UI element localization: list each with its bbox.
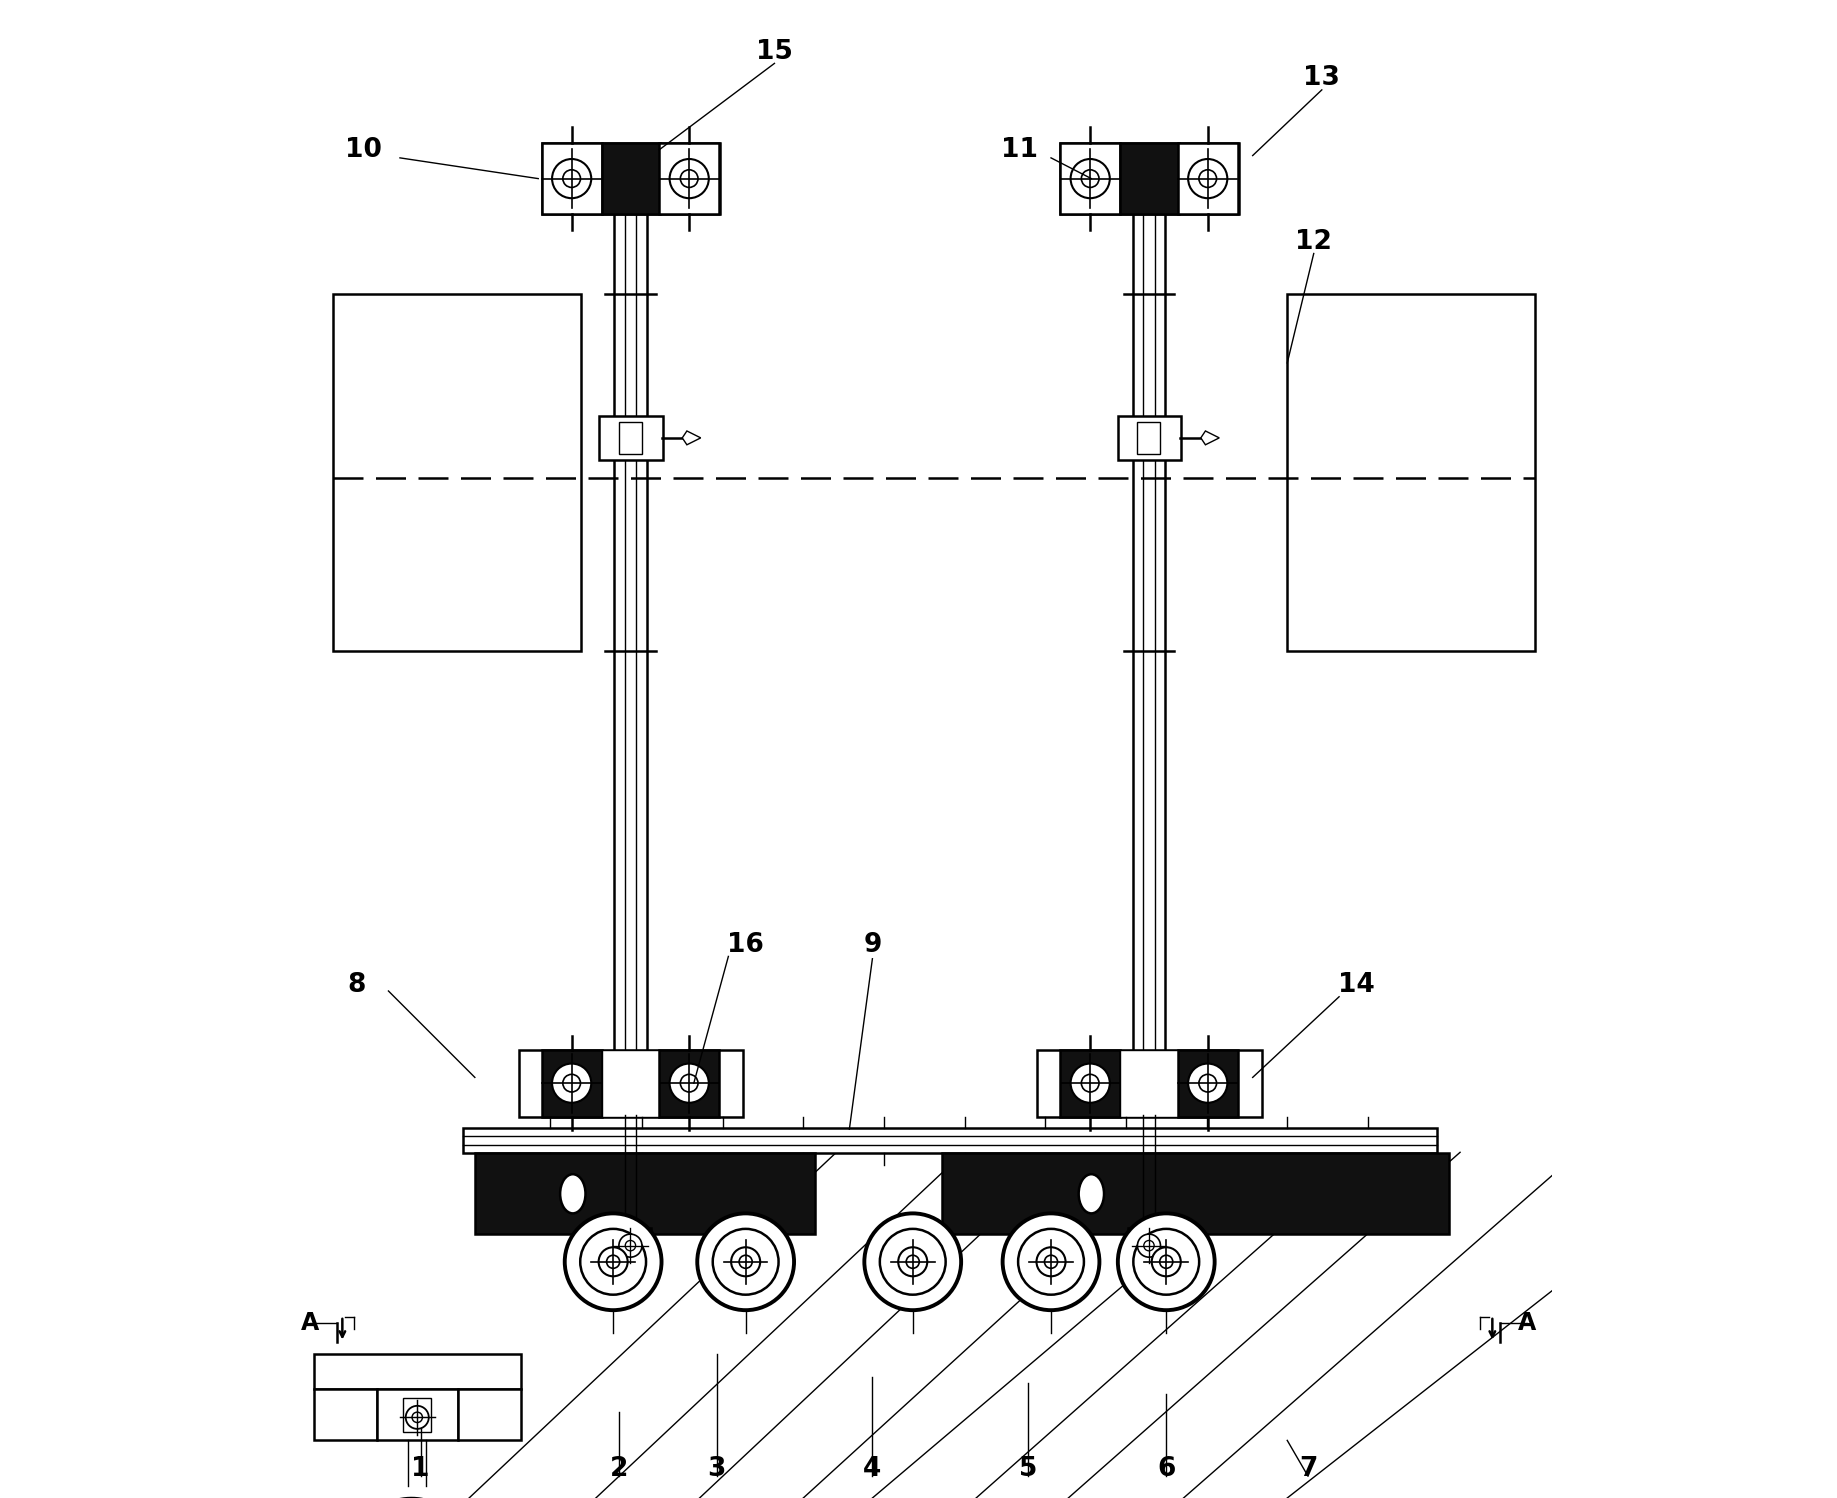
Text: 9: 9 (863, 932, 882, 957)
Bar (1178, 1050, 1238, 1116)
Bar (1060, 142, 1121, 214)
Circle shape (1144, 1240, 1154, 1251)
Circle shape (553, 159, 592, 198)
Circle shape (1189, 159, 1227, 198)
Circle shape (906, 1255, 918, 1269)
Circle shape (1082, 1074, 1099, 1092)
Circle shape (625, 1240, 636, 1251)
Bar (518, 1050, 744, 1116)
Circle shape (406, 1405, 428, 1429)
Text: 13: 13 (1304, 66, 1341, 91)
Text: 2: 2 (610, 1456, 628, 1482)
Circle shape (1082, 169, 1099, 187)
Bar (463, 1128, 1437, 1153)
Bar (457, 1389, 522, 1441)
Text: 6: 6 (1157, 1456, 1176, 1482)
Bar (610, 1228, 650, 1261)
Text: 15: 15 (757, 39, 794, 64)
Circle shape (865, 1213, 961, 1311)
Text: 12: 12 (1295, 229, 1332, 255)
Bar (619, 422, 641, 454)
Text: A: A (301, 1311, 320, 1335)
Circle shape (698, 1213, 794, 1311)
Circle shape (411, 1413, 423, 1423)
Text: 5: 5 (1020, 1456, 1038, 1482)
Bar (659, 142, 718, 214)
Bar (377, 1389, 457, 1441)
Circle shape (731, 1248, 761, 1276)
Bar (474, 1153, 816, 1234)
Polygon shape (682, 431, 700, 445)
Circle shape (671, 159, 709, 198)
Circle shape (1152, 1248, 1181, 1276)
Circle shape (619, 1234, 641, 1257)
Ellipse shape (560, 1174, 586, 1213)
Circle shape (1200, 169, 1216, 187)
Text: 11: 11 (1001, 136, 1038, 163)
Bar (404, 1398, 432, 1432)
Circle shape (1036, 1248, 1065, 1276)
Bar (1038, 1050, 1262, 1116)
Circle shape (738, 1255, 751, 1269)
Bar (542, 142, 720, 214)
Bar (542, 142, 601, 214)
Bar (601, 1050, 659, 1116)
Circle shape (1133, 1228, 1200, 1294)
Bar (1121, 142, 1179, 214)
Circle shape (898, 1248, 928, 1276)
Circle shape (1137, 1234, 1161, 1257)
Circle shape (553, 1064, 592, 1103)
Text: 14: 14 (1337, 972, 1374, 998)
Bar (1119, 416, 1181, 460)
Circle shape (880, 1228, 946, 1294)
Circle shape (1003, 1213, 1099, 1311)
Bar (599, 416, 663, 460)
Bar (1128, 1228, 1170, 1261)
Circle shape (606, 1255, 619, 1269)
Circle shape (1045, 1255, 1058, 1269)
Bar (314, 1354, 522, 1389)
Bar (1288, 294, 1536, 652)
Bar (601, 142, 659, 214)
Bar (314, 1389, 377, 1441)
Circle shape (1159, 1255, 1172, 1269)
Bar (332, 294, 580, 652)
Circle shape (1200, 1074, 1216, 1092)
Circle shape (580, 1228, 647, 1294)
Circle shape (1071, 1064, 1110, 1103)
Bar (1060, 142, 1238, 214)
Bar (659, 1050, 718, 1116)
Circle shape (1189, 1064, 1227, 1103)
Text: 8: 8 (347, 972, 366, 998)
Text: 1: 1 (411, 1456, 430, 1482)
Bar (942, 1153, 1449, 1234)
Circle shape (680, 169, 698, 187)
Bar (542, 1050, 601, 1116)
Circle shape (1119, 1213, 1214, 1311)
Circle shape (671, 1064, 709, 1103)
Circle shape (564, 1213, 661, 1311)
Bar (1060, 1050, 1121, 1116)
Text: A: A (1517, 1311, 1536, 1335)
Circle shape (1071, 159, 1110, 198)
Circle shape (680, 1074, 698, 1092)
Bar (1178, 142, 1238, 214)
Text: 10: 10 (345, 136, 382, 163)
Circle shape (599, 1248, 628, 1276)
Text: 7: 7 (1299, 1456, 1317, 1482)
Bar (1121, 1050, 1179, 1116)
Text: 3: 3 (707, 1456, 726, 1482)
Text: 16: 16 (727, 932, 764, 957)
Bar (1137, 422, 1161, 454)
Text: 4: 4 (863, 1456, 882, 1482)
Circle shape (713, 1228, 779, 1294)
Circle shape (562, 169, 580, 187)
Polygon shape (1201, 431, 1220, 445)
Ellipse shape (1078, 1174, 1104, 1213)
Circle shape (1018, 1228, 1084, 1294)
Circle shape (562, 1074, 580, 1092)
